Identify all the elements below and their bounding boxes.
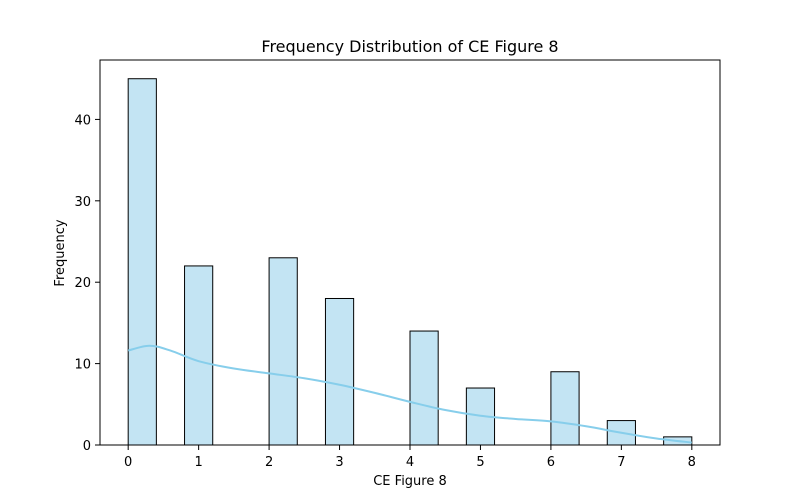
- x-tick-label-4: 4: [406, 455, 414, 470]
- x-tick-label-1: 1: [194, 455, 202, 470]
- y-tick-label-10: 10: [74, 358, 91, 373]
- y-tick-label-40: 40: [74, 113, 91, 128]
- x-tick-label-0: 0: [124, 455, 132, 470]
- x-tick-label-8: 8: [688, 455, 696, 470]
- y-tick-label-0: 0: [83, 439, 91, 454]
- x-tick-label-6: 6: [547, 455, 555, 470]
- x-axis-label: CE Figure 8: [373, 474, 447, 489]
- kde-line: [127, 344, 692, 444]
- bar-bin-1: [184, 265, 214, 446]
- x-tick-label-5: 5: [476, 455, 484, 470]
- x-tick-label-3: 3: [335, 455, 343, 470]
- bar-bin-3: [324, 297, 355, 446]
- y-axis-ticks: 0 10 20 30 40: [74, 113, 100, 454]
- bars-group: [127, 78, 693, 446]
- bar-bin-0: [127, 78, 157, 446]
- bar-bin-6: [550, 371, 580, 446]
- bar-bin-2: [268, 257, 298, 446]
- bar-bin-4: [409, 330, 439, 446]
- y-tick-label-20: 20: [74, 276, 91, 291]
- y-axis-label: Frequency: [53, 219, 68, 286]
- x-axis-ticks: 0 1 2 3 4 5 6 7 8: [124, 445, 696, 470]
- y-tick-label-30: 30: [74, 195, 91, 210]
- x-tick-label-7: 7: [617, 455, 625, 470]
- chart-title: Frequency Distribution of CE Figure 8: [261, 37, 558, 56]
- x-tick-label-2: 2: [265, 455, 273, 470]
